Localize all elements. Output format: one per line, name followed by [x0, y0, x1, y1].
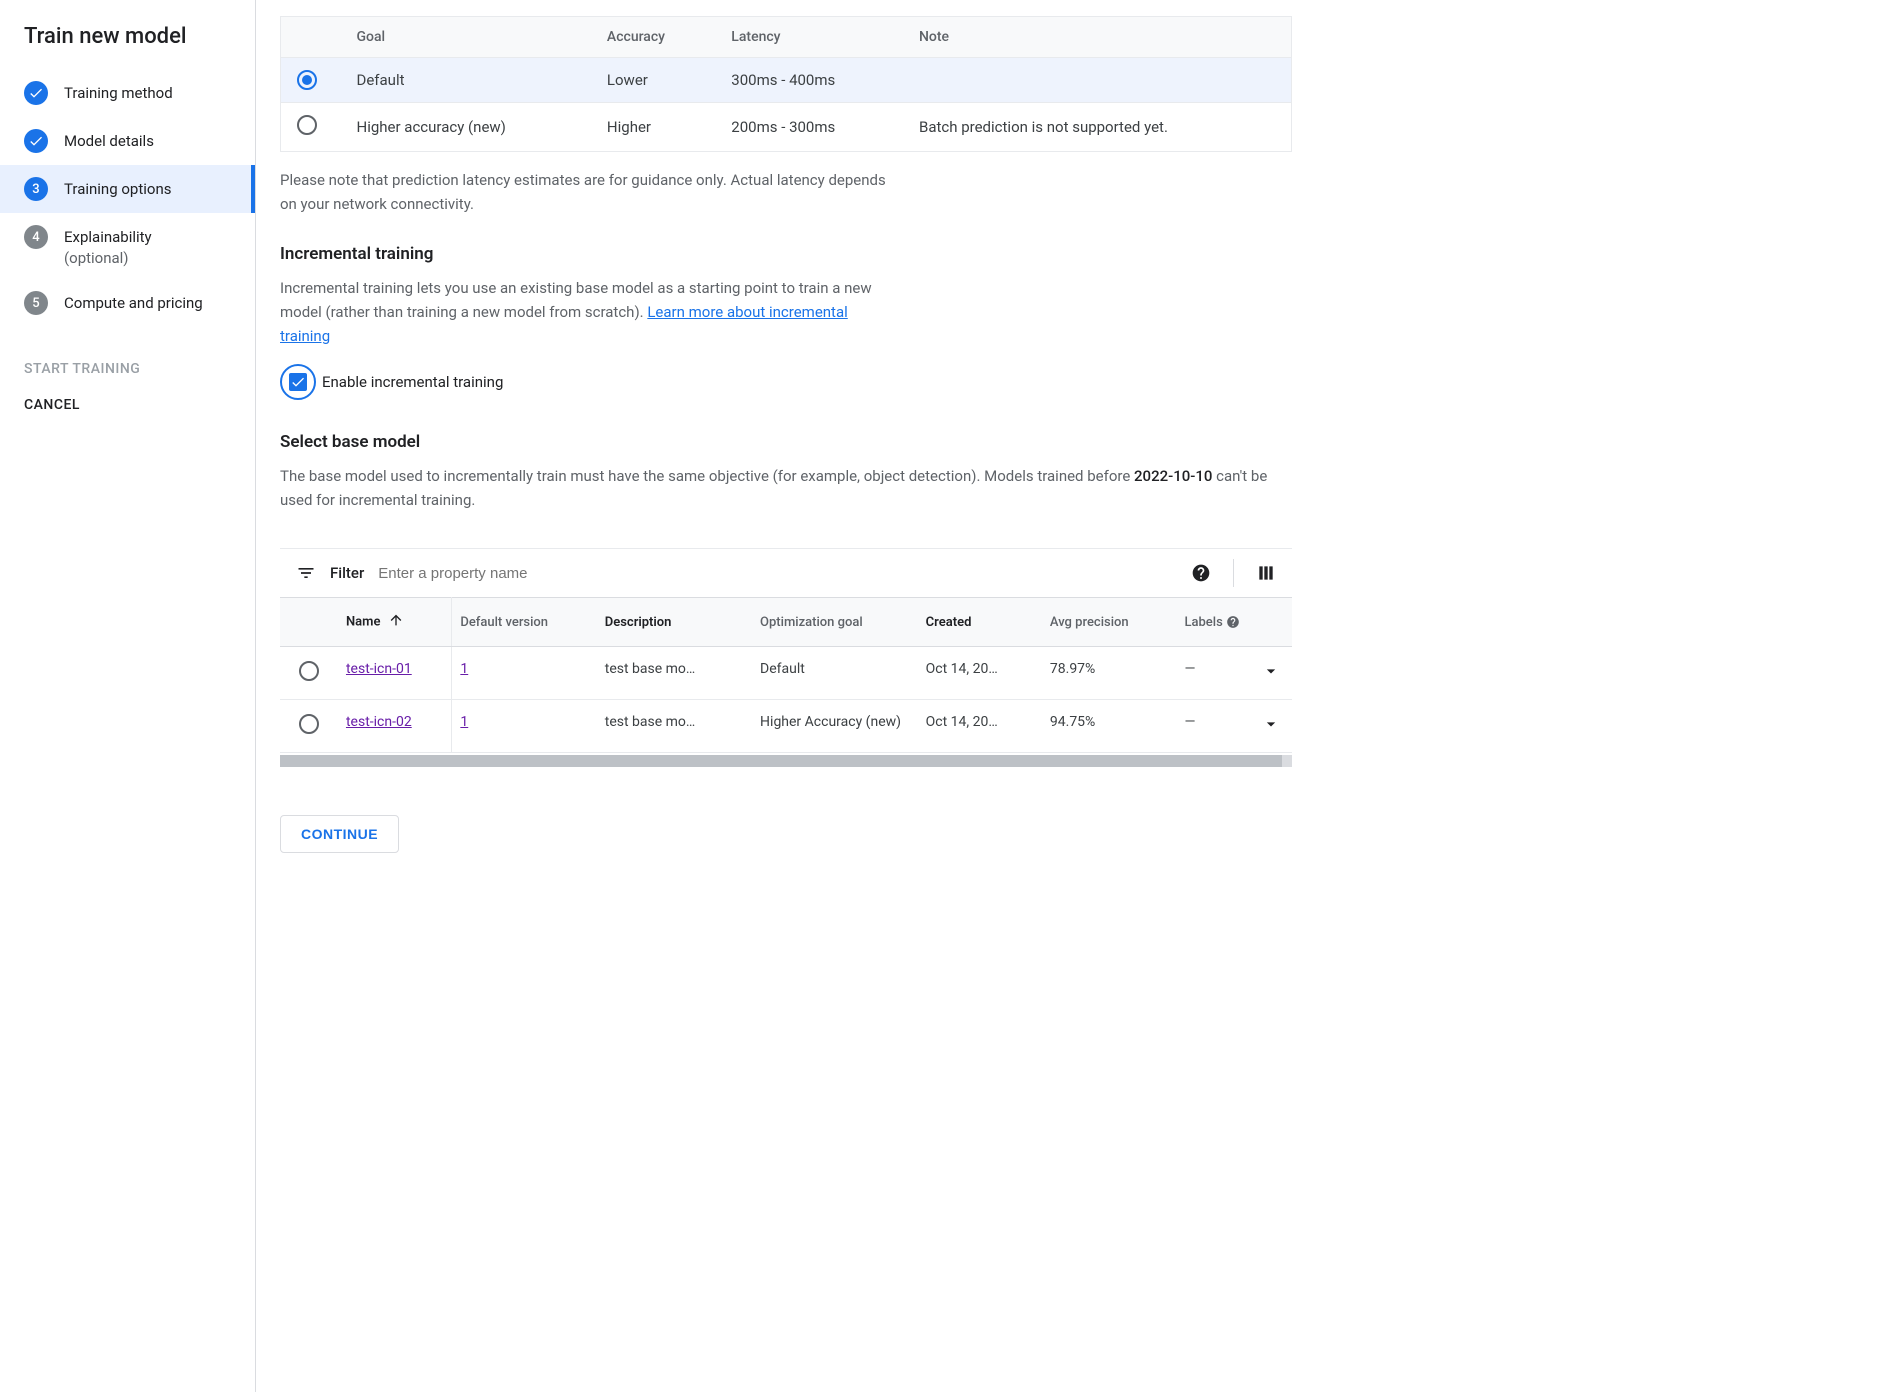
model-goal: Default	[752, 647, 918, 700]
columns-icon[interactable]	[1252, 559, 1280, 587]
note-cell: Batch prediction is not supported yet.	[903, 103, 1292, 152]
chevron-down-icon[interactable]	[1261, 661, 1281, 685]
select-base-model-desc: The base model used to incrementally tra…	[280, 464, 1292, 512]
filter-icon[interactable]	[292, 559, 320, 587]
sort-ascending-icon	[388, 612, 404, 632]
model-created: Oct 14, 20…	[918, 647, 1042, 700]
main-content: Goal Accuracy Latency Note Default Lower…	[256, 0, 1316, 1392]
enable-incremental-checkbox[interactable]: Enable incremental training	[280, 364, 1292, 400]
latency-cell: 200ms - 300ms	[715, 103, 903, 152]
model-goal: Higher Accuracy (new)	[752, 700, 918, 753]
goal-table: Goal Accuracy Latency Note Default Lower…	[280, 16, 1292, 152]
model-precision: 94.75%	[1042, 700, 1177, 753]
filter-label: Filter	[330, 564, 364, 582]
description-header[interactable]: Description	[597, 598, 752, 647]
latency-cell: 300ms - 400ms	[715, 58, 903, 103]
note-header: Note	[903, 17, 1292, 58]
step-compute-pricing[interactable]: 5 Compute and pricing	[0, 279, 255, 327]
continue-button[interactable]: CONTINUE	[280, 815, 399, 853]
divider	[1233, 559, 1234, 587]
name-header[interactable]: Name	[338, 598, 452, 647]
default-version-header[interactable]: Default version	[452, 598, 597, 647]
step-list: Training method Model details 3 Training…	[0, 69, 255, 327]
filter-input[interactable]	[374, 561, 634, 586]
labels-header[interactable]: Labels	[1176, 598, 1250, 647]
created-header[interactable]: Created	[918, 598, 1042, 647]
model-labels: —	[1176, 700, 1250, 753]
latency-header: Latency	[715, 17, 903, 58]
step-number-icon: 4	[24, 225, 48, 249]
filter-bar: Filter	[280, 548, 1292, 597]
base-model-table: Name Default version Description Optimiz…	[280, 597, 1292, 753]
wizard-sidebar: Train new model Training method Model de…	[0, 0, 256, 1392]
step-label: Compute and pricing	[64, 291, 203, 315]
checkbox-checked-icon	[289, 373, 307, 391]
radio-icon[interactable]	[297, 115, 317, 135]
checkbox-focus-ring	[280, 364, 316, 400]
page-title: Train new model	[0, 16, 255, 69]
scrollbar-thumb[interactable]	[280, 755, 1282, 767]
checkmark-icon	[24, 129, 48, 153]
step-number-icon: 5	[24, 291, 48, 315]
latency-footnote: Please note that prediction latency esti…	[280, 168, 900, 216]
avg-precision-header[interactable]: Avg precision	[1042, 598, 1177, 647]
model-description: test base mo…	[597, 647, 752, 700]
step-label: Training options	[64, 177, 171, 201]
incremental-training-desc: Incremental training lets you use an exi…	[280, 276, 900, 348]
model-precision: 78.97%	[1042, 647, 1177, 700]
step-number-icon: 3	[24, 177, 48, 201]
incremental-training-title: Incremental training	[280, 244, 1292, 264]
step-label: Training method	[64, 81, 173, 105]
goal-row-higher-accuracy[interactable]: Higher accuracy (new) Higher 200ms - 300…	[281, 103, 1292, 152]
model-row[interactable]: test-icn-01 1 test base mo… Default Oct …	[280, 647, 1292, 700]
start-training-button: START TRAINING	[24, 351, 231, 387]
radio-icon[interactable]	[299, 714, 319, 734]
step-sublabel: (optional)	[64, 249, 152, 267]
step-training-method[interactable]: Training method	[0, 69, 255, 117]
radio-icon[interactable]	[299, 661, 319, 681]
cutoff-date: 2022-10-10	[1134, 467, 1212, 485]
step-label: Model details	[64, 129, 154, 153]
model-version-link[interactable]: 1	[460, 661, 468, 677]
step-model-details[interactable]: Model details	[0, 117, 255, 165]
cancel-button[interactable]: CANCEL	[24, 387, 231, 423]
model-description: test base mo…	[597, 700, 752, 753]
select-base-model-title: Select base model	[280, 432, 1292, 452]
accuracy-header: Accuracy	[591, 17, 715, 58]
model-created: Oct 14, 20…	[918, 700, 1042, 753]
step-explainability[interactable]: 4 Explainability (optional)	[0, 213, 255, 279]
model-name-link[interactable]: test-icn-01	[346, 661, 412, 677]
model-name-link[interactable]: test-icn-02	[346, 714, 412, 730]
model-row[interactable]: test-icn-02 1 test base mo… Higher Accur…	[280, 700, 1292, 753]
accuracy-cell: Higher	[591, 103, 715, 152]
model-version-link[interactable]: 1	[460, 714, 468, 730]
step-label: Explainability	[64, 225, 152, 249]
checkbox-label: Enable incremental training	[322, 373, 503, 391]
goal-row-default[interactable]: Default Lower 300ms - 400ms	[281, 58, 1292, 103]
radio-icon[interactable]	[297, 70, 317, 90]
horizontal-scrollbar[interactable]	[280, 755, 1292, 767]
note-cell	[903, 58, 1292, 103]
goal-cell: Higher accuracy (new)	[341, 103, 591, 152]
model-labels: —	[1176, 647, 1250, 700]
goal-cell: Default	[341, 58, 591, 103]
goal-header: Goal	[341, 17, 591, 58]
checkmark-icon	[24, 81, 48, 105]
accuracy-cell: Lower	[591, 58, 715, 103]
chevron-down-icon[interactable]	[1261, 714, 1281, 738]
step-training-options[interactable]: 3 Training options	[0, 165, 255, 213]
help-icon[interactable]	[1187, 559, 1215, 587]
optimization-goal-header[interactable]: Optimization goal	[752, 598, 918, 647]
